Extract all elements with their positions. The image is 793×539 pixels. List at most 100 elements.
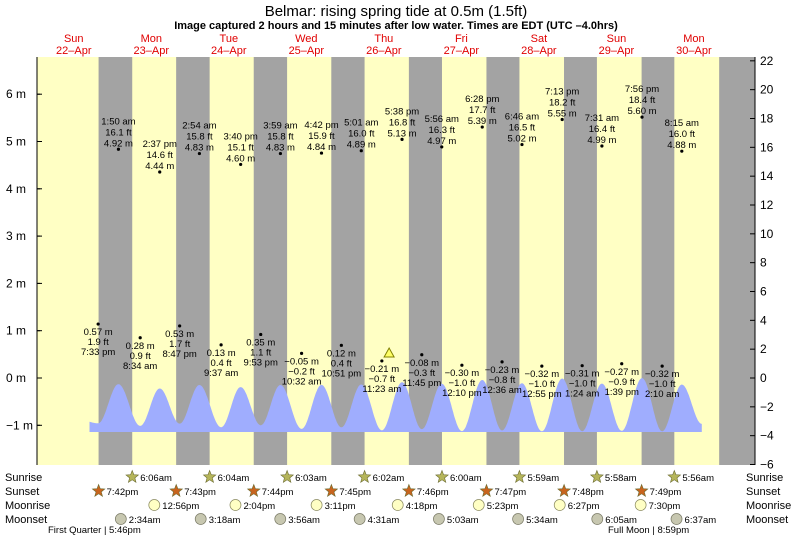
high-tide-time: 6:28 pm bbox=[465, 94, 499, 105]
high-tide-point bbox=[680, 149, 684, 153]
low-tide-ft: 0.9 ft bbox=[130, 351, 151, 362]
moonset-time: 2:34am bbox=[129, 515, 161, 526]
high-tide-point bbox=[278, 151, 283, 156]
high-tide-point bbox=[440, 145, 444, 149]
high-tide-m: 4.83 m bbox=[266, 143, 295, 154]
row-label-right: Moonrise bbox=[746, 500, 791, 512]
high-tide-ft: 16.5 ft bbox=[509, 123, 536, 134]
sunrise-time: 6:03am bbox=[295, 473, 327, 484]
sunset-icon bbox=[401, 483, 416, 497]
day-date: 27–Apr bbox=[444, 45, 480, 57]
day-date: 29–Apr bbox=[599, 45, 635, 57]
moonset-time: 3:18am bbox=[209, 515, 241, 526]
moonrise-icon bbox=[634, 499, 647, 511]
moonset-icon bbox=[591, 513, 604, 525]
day-name: Sat bbox=[531, 33, 548, 45]
row-label-left: Sunrise bbox=[5, 472, 42, 484]
sunrise-time: 6:04am bbox=[218, 473, 250, 484]
sunrise-time: 6:00am bbox=[450, 473, 482, 484]
low-tide-time: 10:32 am bbox=[282, 376, 322, 387]
moonrise-time: 12:56pm bbox=[162, 501, 199, 512]
low-tide-point bbox=[299, 351, 304, 355]
row-label-right: Moonset bbox=[746, 514, 788, 526]
day-date: 28–Apr bbox=[521, 45, 557, 57]
moonrise-time: 4:18pm bbox=[406, 501, 438, 512]
sunrise-icon bbox=[202, 469, 217, 483]
day-date: 23–Apr bbox=[134, 45, 170, 57]
low-tide-time: 7:33 pm bbox=[81, 347, 115, 358]
low-tide-point bbox=[96, 322, 100, 326]
sunset-time: 7:47pm bbox=[495, 487, 527, 498]
left-tick-label: 6 m bbox=[6, 87, 26, 101]
high-tide-point bbox=[158, 170, 162, 174]
high-tide-ft: 15.9 ft bbox=[308, 131, 335, 142]
moonrise-icon bbox=[472, 499, 485, 511]
sunrise-icon bbox=[357, 469, 372, 483]
day-name: Sun bbox=[607, 33, 627, 45]
high-tide-m: 5.39 m bbox=[468, 116, 497, 127]
sunset-time: 7:48pm bbox=[572, 487, 604, 498]
low-tide-ft: −0.8 ft bbox=[489, 375, 516, 386]
high-tide-ft: 15.8 ft bbox=[267, 132, 294, 143]
sunset-icon bbox=[169, 483, 184, 497]
high-tide-m: 4.84 m bbox=[307, 142, 336, 153]
low-tide-point bbox=[580, 364, 584, 368]
day-name: Mon bbox=[683, 33, 704, 45]
moonset-icon bbox=[114, 513, 127, 525]
low-tide-time: 12:36 am bbox=[482, 385, 522, 396]
high-tide-m: 5.55 m bbox=[548, 108, 577, 119]
low-tide-m: 0.28 m bbox=[126, 341, 155, 352]
right-tick-label: 2 bbox=[760, 342, 767, 356]
high-tide-ft: 16.1 ft bbox=[105, 127, 132, 138]
moonset-time: 3:56am bbox=[288, 515, 320, 526]
high-tide-time: 3:40 pm bbox=[223, 131, 257, 142]
high-tide-time: 5:01 am bbox=[344, 118, 378, 129]
low-tide-m: 0.53 m bbox=[165, 329, 194, 340]
moonset-icon bbox=[670, 513, 683, 525]
low-tide-m: 0.57 m bbox=[84, 327, 113, 338]
low-tide-time: 11:45 pm bbox=[402, 378, 441, 389]
low-tide-m: −0.31 m bbox=[565, 369, 600, 380]
sunset-time: 7:45pm bbox=[339, 487, 371, 498]
day-date: 24–Apr bbox=[211, 45, 247, 57]
low-tide-ft: −1.0 ft bbox=[649, 379, 676, 390]
low-tide-m: −0.32 m bbox=[645, 369, 680, 380]
day-name: Thu bbox=[374, 33, 393, 45]
high-tide-time: 3:59 am bbox=[263, 121, 297, 132]
high-tide-time: 4:42 pm bbox=[304, 120, 338, 131]
sunset-icon bbox=[91, 483, 106, 497]
night-band bbox=[486, 57, 520, 465]
moonset-icon bbox=[274, 513, 287, 525]
moonset-time: 4:31am bbox=[368, 515, 400, 526]
sunset-icon bbox=[557, 483, 572, 497]
high-tide-m: 4.88 m bbox=[667, 140, 696, 151]
left-tick-label: −1 m bbox=[6, 418, 33, 432]
low-tide-ft: −0.7 ft bbox=[369, 374, 396, 385]
day-night-bands bbox=[37, 57, 755, 465]
low-tide-ft: 1.1 ft bbox=[250, 347, 271, 358]
sunset-time: 7:46pm bbox=[417, 487, 449, 498]
sunrise-icon bbox=[125, 469, 140, 483]
low-tide-m: −0.23 m bbox=[485, 365, 520, 376]
low-tide-time: 9:37 am bbox=[204, 368, 238, 379]
low-tide-time: 12:10 pm bbox=[442, 388, 482, 399]
low-tide-time: 8:47 pm bbox=[162, 349, 196, 360]
high-tide-ft: 18.2 ft bbox=[549, 97, 576, 108]
low-tide-m: 0.35 m bbox=[246, 337, 275, 348]
low-tide-point bbox=[138, 336, 142, 340]
high-tide-point bbox=[400, 137, 404, 141]
low-tide-ft: 0.4 ft bbox=[331, 358, 352, 369]
current-level-marker bbox=[383, 346, 395, 358]
high-tide-ft: 16.4 ft bbox=[589, 124, 616, 135]
sunrise-time: 5:59am bbox=[527, 473, 559, 484]
right-tick-label: 6 bbox=[760, 284, 767, 298]
right-tick-label: 4 bbox=[760, 313, 767, 327]
high-tide-point bbox=[359, 149, 363, 153]
axes: −1 m 0 m 1 m 2 m 3 m 4 m 5 m 6 m −6 −4 −2 0 2 4 6 8 10 12… bbox=[6, 54, 774, 472]
low-tide-point bbox=[420, 353, 424, 357]
moonrise-time: 5:23pm bbox=[487, 501, 519, 512]
moonset-icon bbox=[433, 513, 445, 525]
moonset-icon bbox=[353, 513, 366, 525]
day-date: 22–Apr bbox=[56, 45, 92, 57]
sunrise-icon bbox=[280, 469, 295, 483]
